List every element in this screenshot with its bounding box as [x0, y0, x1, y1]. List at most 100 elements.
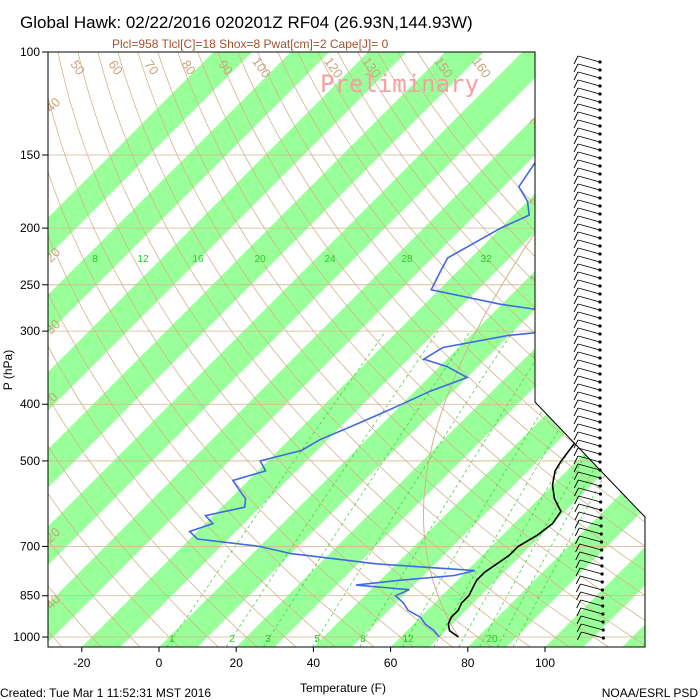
y-tick-label: 200 — [20, 221, 40, 235]
y-tick-label: 100 — [20, 45, 40, 59]
wind-barb-flag — [573, 471, 579, 481]
dry-adiabat — [48, 52, 453, 647]
y-tick-label: 500 — [20, 454, 40, 468]
wind-barb-flag — [576, 607, 582, 617]
y-tick-label: 850 — [20, 589, 40, 603]
wind-barb-station — [598, 68, 602, 72]
wind-barb — [577, 303, 601, 311]
wind-barb-station — [598, 108, 602, 112]
wind-barb-station — [598, 292, 602, 296]
wind-barb-flag — [573, 111, 579, 121]
dry-adiabat — [57, 52, 492, 647]
wind-barb-station — [598, 60, 602, 64]
wind-barb-flag — [573, 103, 579, 113]
mixing-ratio-label: 3 — [265, 634, 271, 645]
wind-barb-flag — [573, 343, 579, 353]
wind-barb-station — [598, 332, 602, 336]
wind-barb-flag — [573, 247, 579, 257]
wind-barb-station — [599, 516, 603, 520]
footer-credit: NOAA/ESRL PSD — [602, 686, 699, 700]
wind-barb-flag — [573, 207, 579, 217]
wind-barb-station — [598, 228, 602, 232]
wind-barb-station — [600, 596, 605, 600]
wind-barb — [581, 631, 604, 639]
isotherm-band — [48, 52, 561, 647]
mixing-ratio-label: 24 — [324, 254, 336, 265]
wind-barb — [577, 95, 601, 103]
mixing-ratio-labels: 8 12 16 20 24 28 321 2 3 5 8 12 20 — [92, 254, 498, 645]
dry-adiabat — [48, 52, 219, 647]
dry-adiabat — [417, 52, 645, 647]
wind-barb-station — [600, 580, 604, 584]
wind-barb — [578, 503, 601, 511]
dry-adiabat — [48, 52, 414, 647]
wind-barb-station — [598, 492, 603, 496]
wind-barb-flag — [573, 79, 579, 89]
wind-barb-flag — [573, 55, 579, 65]
watermark: Preliminary — [320, 70, 479, 98]
mixing-ratio-label: 5 — [314, 634, 320, 645]
wind-barb-flag — [573, 159, 579, 169]
wind-barb-station — [598, 460, 602, 464]
wind-barb-flag — [573, 431, 579, 441]
wind-barb-flag — [573, 239, 579, 249]
dewpoint-series — [188, 75, 645, 638]
isotherm-band — [390, 52, 645, 647]
wind-barb-station — [601, 612, 605, 616]
x-tick-label: 80 — [461, 656, 475, 670]
wind-barb-flag — [573, 223, 579, 233]
isotherm-band — [48, 52, 253, 647]
wind-barb-flag — [573, 439, 579, 449]
y-tick-label: 1000 — [13, 630, 40, 644]
wind-barb — [578, 471, 601, 479]
wind-barb-flag — [573, 375, 579, 385]
wind-barb-station — [600, 588, 605, 592]
y-tick-label: 400 — [20, 397, 40, 411]
mixing-ratio-label: 20 — [486, 634, 498, 645]
wind-barb — [577, 199, 601, 207]
mixing-ratio-line — [226, 330, 439, 647]
mixing-ratio-line — [263, 330, 471, 647]
wind-barb — [577, 247, 601, 255]
wind-barb-station — [598, 364, 602, 368]
wind-barb — [577, 183, 601, 191]
wind-barb-flag — [574, 487, 579, 497]
wind-barb-station — [598, 316, 602, 320]
wind-barb — [577, 143, 601, 151]
temperature-series — [447, 52, 645, 638]
dry-adiabat — [397, 52, 645, 647]
wind-barb-station — [598, 212, 602, 216]
wind-barb-station — [598, 420, 602, 424]
wind-barb — [579, 567, 603, 575]
wind-barb-station — [598, 308, 602, 312]
wind-barb-flag — [573, 367, 579, 377]
wind-barb-flag — [573, 303, 579, 313]
mixing-ratio-line — [433, 330, 619, 647]
wind-barb-station — [598, 252, 602, 256]
wind-barb-flag — [574, 503, 580, 513]
wind-barb-station — [598, 100, 602, 104]
wind-barb — [577, 111, 601, 119]
wind-barb — [577, 463, 601, 471]
wind-barb-flag — [574, 527, 580, 537]
wind-barb-station — [601, 628, 605, 632]
wind-barb-station — [598, 124, 602, 128]
wind-barb-station — [598, 164, 602, 168]
wind-barb — [577, 207, 601, 215]
wind-barb — [577, 423, 601, 431]
wind-barb-station — [601, 604, 605, 608]
wind-barb-station — [598, 452, 602, 456]
mixing-ratio-lines — [166, 330, 645, 647]
wind-barb-flag — [576, 599, 582, 609]
wind-barb — [577, 455, 601, 463]
wind-barb-flag — [576, 615, 582, 625]
footer-created: Created: Tue Mar 1 11:52:31 MST 2016 — [0, 686, 211, 700]
wind-barb-flag — [573, 463, 579, 473]
wind-barb — [577, 71, 601, 79]
wind-barb-station — [598, 196, 602, 200]
wind-barb-station — [598, 132, 602, 136]
y-tick-label: 250 — [20, 278, 40, 292]
wind-barb — [577, 407, 601, 415]
wind-barb-station — [598, 140, 602, 144]
wind-barb-flag — [573, 319, 579, 329]
